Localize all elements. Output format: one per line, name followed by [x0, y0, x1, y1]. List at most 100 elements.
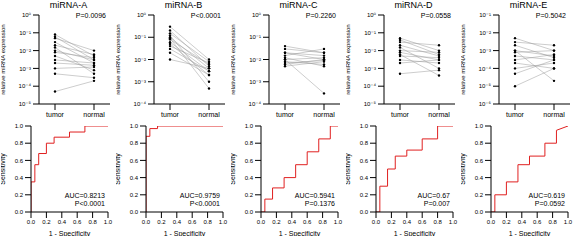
- svg-text:relative miRNA expression: relative miRNA expression: [346, 24, 351, 94]
- svg-text:1.0: 1.0: [15, 123, 24, 129]
- svg-text:1.0: 1.0: [334, 219, 343, 225]
- svg-text:1.0: 1.0: [130, 123, 139, 129]
- svg-text:1 - Specificity: 1 - Specificity: [279, 230, 321, 236]
- svg-text:0.4: 0.4: [475, 175, 484, 181]
- svg-text:tumor: tumor: [391, 111, 410, 118]
- svg-text:10⁻⁴: 10⁻⁴: [134, 101, 147, 107]
- svg-text:10⁻⁵: 10⁻⁵: [364, 101, 377, 107]
- svg-text:0.0: 0.0: [142, 219, 151, 225]
- svg-text:0.0: 0.0: [475, 209, 484, 215]
- svg-text:0.4: 0.4: [245, 175, 254, 181]
- svg-text:0.4: 0.4: [360, 175, 369, 181]
- svg-text:0.6: 0.6: [418, 219, 427, 225]
- svg-text:10⁰: 10⁰: [252, 12, 262, 18]
- svg-text:0.6: 0.6: [475, 158, 484, 164]
- svg-text:1 - Specificity: 1 - Specificity: [164, 230, 206, 236]
- svg-text:0.2: 0.2: [502, 219, 511, 225]
- svg-text:tumor: tumor: [46, 111, 65, 118]
- svg-text:0.8: 0.8: [245, 140, 254, 146]
- svg-text:10⁻²: 10⁻²: [479, 30, 491, 36]
- svg-text:10⁻⁶: 10⁻⁶: [479, 101, 492, 107]
- svg-text:0.8: 0.8: [318, 219, 327, 225]
- svg-text:10⁻³: 10⁻³: [364, 66, 376, 72]
- svg-text:10⁻⁴: 10⁻⁴: [479, 66, 492, 72]
- svg-text:1 - Specificity: 1 - Specificity: [394, 230, 436, 236]
- svg-text:0.8: 0.8: [360, 140, 369, 146]
- svg-text:0.0: 0.0: [15, 209, 24, 215]
- svg-text:10⁻⁴: 10⁻⁴: [364, 83, 377, 89]
- svg-text:0.8: 0.8: [130, 140, 139, 146]
- svg-text:10⁻³: 10⁻³: [479, 48, 491, 54]
- svg-text:0.2: 0.2: [130, 192, 139, 198]
- svg-text:0.6: 0.6: [245, 158, 254, 164]
- svg-text:Sensitivity: Sensitivity: [231, 153, 237, 185]
- svg-text:Sensitivity: Sensitivity: [461, 153, 467, 185]
- svg-text:10⁻⁵: 10⁻⁵: [479, 83, 492, 89]
- svg-text:0.2: 0.2: [15, 192, 24, 198]
- svg-text:10⁻²: 10⁻²: [249, 57, 261, 63]
- svg-text:10⁻³: 10⁻³: [19, 66, 31, 72]
- svg-text:Sensitivity: Sensitivity: [116, 153, 122, 185]
- svg-text:0.4: 0.4: [15, 175, 24, 181]
- svg-text:0.6: 0.6: [533, 219, 542, 225]
- svg-text:1.0: 1.0: [219, 219, 228, 225]
- svg-text:0.6: 0.6: [15, 158, 24, 164]
- svg-text:relative miRNA expression: relative miRNA expression: [231, 24, 236, 94]
- svg-text:1.0: 1.0: [475, 123, 484, 129]
- svg-text:0.8: 0.8: [475, 140, 484, 146]
- svg-text:0.6: 0.6: [73, 219, 82, 225]
- svg-text:0.8: 0.8: [15, 140, 24, 146]
- svg-text:10⁰: 10⁰: [137, 12, 147, 18]
- svg-text:1.0: 1.0: [104, 219, 113, 225]
- svg-text:0.2: 0.2: [157, 219, 166, 225]
- svg-text:tumor: tumor: [276, 111, 295, 118]
- svg-text:normal: normal: [543, 111, 565, 118]
- svg-text:0.2: 0.2: [42, 219, 51, 225]
- svg-text:10⁻¹: 10⁻¹: [19, 30, 31, 36]
- svg-text:0.6: 0.6: [303, 219, 312, 225]
- svg-text:normal: normal: [83, 111, 105, 118]
- svg-text:10⁰: 10⁰: [367, 12, 377, 18]
- svg-text:0.0: 0.0: [245, 209, 254, 215]
- svg-text:0.0: 0.0: [372, 219, 381, 225]
- svg-text:10⁻¹: 10⁻¹: [479, 12, 491, 18]
- svg-text:0.6: 0.6: [360, 158, 369, 164]
- svg-text:0.8: 0.8: [88, 219, 97, 225]
- svg-text:0.8: 0.8: [203, 219, 212, 225]
- svg-text:0.4: 0.4: [173, 219, 182, 225]
- svg-text:1.0: 1.0: [449, 219, 458, 225]
- svg-text:10⁻¹: 10⁻¹: [249, 34, 261, 40]
- svg-text:0.4: 0.4: [403, 219, 412, 225]
- svg-text:0.2: 0.2: [360, 192, 369, 198]
- svg-text:10⁰: 10⁰: [22, 12, 32, 18]
- svg-text:0.8: 0.8: [433, 219, 442, 225]
- svg-text:0.2: 0.2: [272, 219, 281, 225]
- svg-text:1.0: 1.0: [564, 219, 570, 225]
- svg-text:tumor: tumor: [161, 111, 180, 118]
- svg-text:1.0: 1.0: [360, 123, 369, 129]
- svg-text:10⁻²: 10⁻²: [134, 57, 146, 63]
- svg-text:10⁻²: 10⁻²: [364, 48, 376, 54]
- svg-text:10⁻¹: 10⁻¹: [364, 30, 376, 36]
- svg-text:0.4: 0.4: [58, 219, 67, 225]
- svg-text:10⁻⁴: 10⁻⁴: [19, 83, 32, 89]
- svg-text:0.2: 0.2: [475, 192, 484, 198]
- svg-text:0.0: 0.0: [360, 209, 369, 215]
- svg-text:normal: normal: [198, 111, 220, 118]
- svg-text:10⁻⁵: 10⁻⁵: [19, 101, 32, 107]
- svg-text:10⁻¹: 10⁻¹: [134, 34, 146, 40]
- svg-text:0.6: 0.6: [188, 219, 197, 225]
- svg-text:Sensitivity: Sensitivity: [346, 153, 352, 185]
- svg-text:0.2: 0.2: [245, 192, 254, 198]
- svg-text:1 - Specificity: 1 - Specificity: [49, 230, 91, 236]
- svg-text:0.0: 0.0: [487, 219, 496, 225]
- svg-text:0.0: 0.0: [257, 219, 266, 225]
- svg-text:normal: normal: [313, 111, 335, 118]
- svg-text:10⁻³: 10⁻³: [249, 79, 261, 85]
- svg-text:0.0: 0.0: [130, 209, 139, 215]
- svg-text:0.0: 0.0: [27, 219, 36, 225]
- svg-text:10⁻³: 10⁻³: [134, 79, 146, 85]
- svg-text:0.4: 0.4: [130, 175, 139, 181]
- svg-text:tumor: tumor: [506, 111, 525, 118]
- svg-text:0.4: 0.4: [288, 219, 297, 225]
